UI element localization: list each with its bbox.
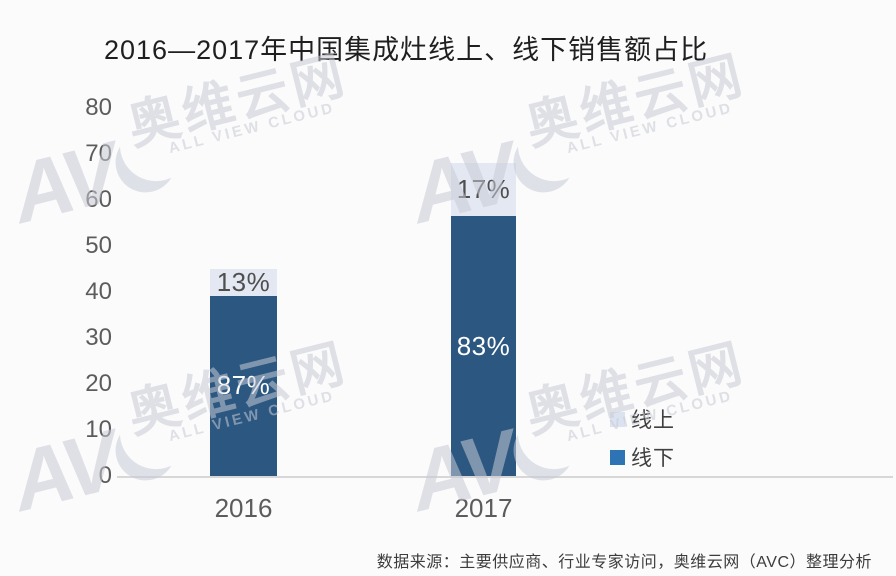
- legend-item-offline: 线下: [610, 444, 675, 470]
- y-tick-label: 30: [85, 324, 112, 351]
- x-axis-line: [117, 476, 893, 478]
- y-tick-label: 50: [85, 232, 112, 259]
- source-note: 数据来源：主要供应商、行业专家访问，奥维云网（AVC）整理分析: [376, 554, 872, 571]
- bar-segment-online: 13%: [210, 266, 277, 297]
- bar-segment-offline: 83%: [451, 216, 516, 476]
- y-tick-label: 10: [85, 416, 112, 443]
- y-tick-label: 70: [85, 140, 112, 167]
- y-axis-labels: 0 10 20 30 40 50 60 70 80: [38, 94, 112, 489]
- legend-swatch: [610, 449, 625, 465]
- y-tick-label: 0: [98, 462, 112, 489]
- legend-swatch: [610, 411, 625, 427]
- bar-segment-offline: 87%: [210, 295, 277, 476]
- x-axis-label-2016: 2016: [214, 493, 273, 523]
- bar-2017: 83% 17%: [451, 163, 516, 476]
- x-axis-label-2017: 2017: [454, 493, 513, 523]
- legend-label: 线下: [631, 447, 675, 470]
- legend-label: 线上: [631, 409, 675, 432]
- plot-area: 87% 13% 83% 17%: [118, 108, 878, 476]
- bar-segment-value-label: 17%: [456, 174, 511, 205]
- y-tick-label: 80: [85, 94, 112, 121]
- bar-segment-value-label: 83%: [456, 330, 511, 361]
- y-tick-label: 20: [85, 370, 112, 397]
- bar-segment-value-label: 13%: [216, 266, 271, 297]
- y-tick-label: 60: [85, 186, 112, 213]
- chart-title: 2016—2017年中国集成灶线上、线下销售额占比: [104, 35, 709, 65]
- bar-2016: 87% 13%: [210, 266, 277, 476]
- legend: 线上 线下: [610, 406, 675, 482]
- bar-segment-online: 17%: [451, 163, 516, 217]
- y-tick-label: 40: [85, 278, 112, 305]
- legend-item-online: 线上: [610, 406, 675, 432]
- bar-segment-value-label: 87%: [216, 370, 271, 401]
